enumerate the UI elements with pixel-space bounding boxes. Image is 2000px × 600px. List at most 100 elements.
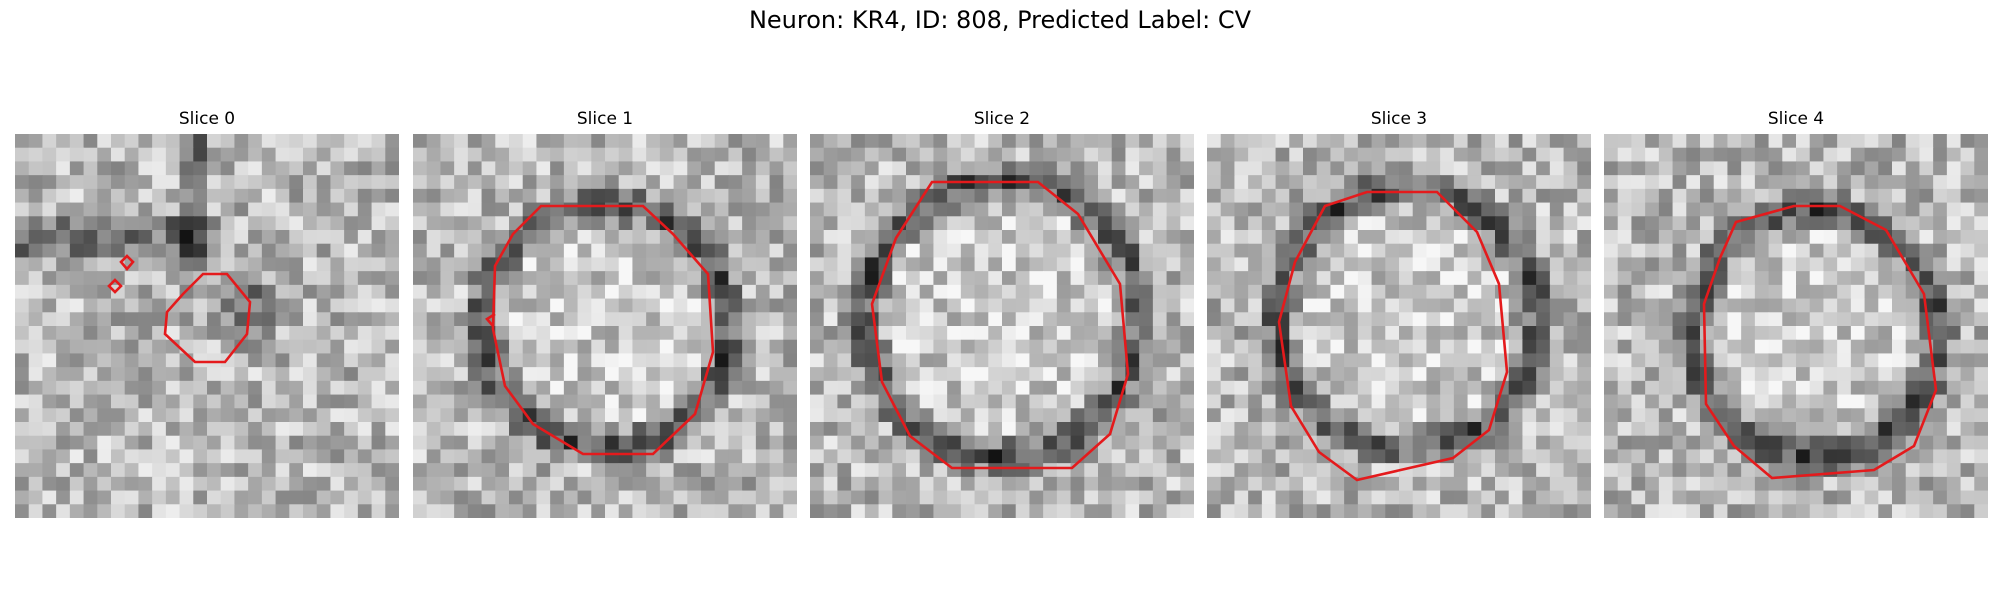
image-pixel [124, 175, 140, 190]
image-pixel [851, 298, 866, 313]
image-pixel [261, 161, 277, 176]
image-pixel [1125, 463, 1140, 478]
image-pixel [878, 422, 893, 437]
image-pixel [495, 463, 510, 478]
image-pixel [1015, 380, 1031, 396]
image-pixel [522, 257, 538, 272]
image-pixel [659, 216, 675, 231]
image-pixel [1892, 476, 1907, 492]
image-pixel [42, 353, 57, 368]
image-pixel [357, 463, 373, 478]
image-pixel [152, 476, 167, 492]
image-pixel [1261, 339, 1277, 355]
image-pixel [1084, 490, 1099, 505]
image-pixel [1658, 243, 1674, 259]
image-pixel [1043, 243, 1058, 259]
image-pixel [906, 134, 921, 149]
image-pixel [1371, 147, 1386, 163]
image-pixel [1344, 380, 1359, 396]
image-pixel [1344, 202, 1359, 217]
image-pixel [1303, 298, 1318, 313]
image-pixel [371, 188, 386, 204]
image-pixel [193, 339, 208, 355]
image-pixel [1289, 394, 1304, 409]
image-pixel [413, 380, 428, 396]
image-pixel [1344, 449, 1359, 464]
image-pixel [1577, 490, 1591, 505]
image-pixel [1960, 435, 1975, 451]
image-pixel [1768, 367, 1783, 382]
image-pixel [481, 449, 496, 464]
image-pixel [1864, 326, 1879, 341]
image-pixel [1002, 230, 1017, 245]
image-pixel [1015, 243, 1031, 259]
image-pixel [632, 188, 647, 204]
image-pixel [1180, 284, 1194, 300]
image-pixel [481, 298, 496, 313]
image-pixel [495, 476, 510, 492]
image-pixel [618, 188, 634, 204]
image-pixel [1700, 188, 1715, 204]
image-pixel [1864, 202, 1879, 217]
image-pixel [261, 147, 277, 163]
image-pixel [1919, 326, 1934, 341]
image-pixel [28, 394, 44, 409]
image-pixel [1809, 243, 1825, 259]
image-pixel [1002, 449, 1017, 464]
image-pixel [220, 161, 236, 176]
image-pixel [1152, 476, 1168, 492]
image-pixel [1015, 188, 1031, 204]
image-pixel [1043, 435, 1058, 451]
image-pixel [714, 147, 730, 163]
image-pixel [481, 271, 496, 286]
image-pixel [1207, 394, 1222, 409]
image-pixel [481, 175, 496, 190]
image-pixel [1782, 175, 1797, 190]
image-pixel [124, 504, 140, 518]
image-pixel [1837, 175, 1852, 190]
image-pixel [1316, 380, 1332, 396]
image-pixel [1220, 394, 1236, 409]
image-pixel [413, 476, 428, 492]
image-pixel [728, 408, 743, 423]
image-pixel [1111, 230, 1127, 245]
image-pixel [371, 147, 386, 163]
image-pixel [413, 175, 428, 190]
image-pixel [1905, 147, 1921, 163]
image-pixel [344, 463, 359, 478]
image-pixel [1645, 230, 1660, 245]
image-pixel [467, 312, 483, 327]
image-pixel [1823, 188, 1838, 204]
image-pixel [1864, 476, 1879, 492]
image-pixel [577, 230, 592, 245]
image-pixel [385, 216, 399, 231]
image-pixel [714, 463, 730, 478]
image-pixel [550, 175, 565, 190]
image-pixel [1809, 353, 1825, 368]
image-pixel [28, 380, 44, 396]
image-pixel [1344, 490, 1359, 505]
image-pixel [1207, 312, 1222, 327]
image-pixel [1672, 147, 1687, 163]
image-pixel [1207, 134, 1222, 149]
image-pixel [413, 188, 428, 204]
image-pixel [646, 449, 661, 464]
image-pixel [248, 435, 263, 451]
image-pixel [248, 230, 263, 245]
image-pixel [1385, 230, 1400, 245]
image-pixel [1111, 175, 1127, 190]
image-pixel [138, 230, 153, 245]
image-pixel [933, 449, 948, 464]
image-pixel [1960, 230, 1975, 245]
image-pixel [864, 188, 880, 204]
image-pixel [1015, 435, 1031, 451]
image-pixel [426, 243, 442, 259]
image-pixel [1234, 202, 1249, 217]
image-pixel [1946, 326, 1962, 341]
image-pixel [1549, 202, 1565, 217]
image-pixel [1357, 312, 1373, 327]
image-pixel [303, 147, 318, 163]
image-pixel [1316, 394, 1332, 409]
image-pixel [1522, 422, 1537, 437]
image-pixel [1426, 326, 1441, 341]
